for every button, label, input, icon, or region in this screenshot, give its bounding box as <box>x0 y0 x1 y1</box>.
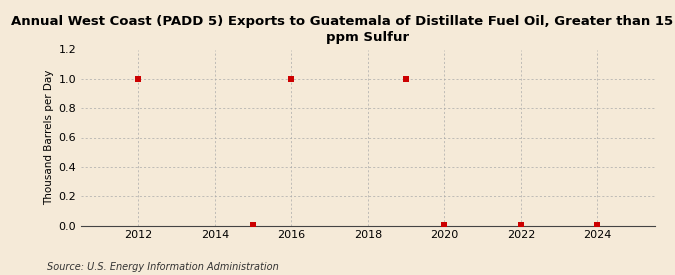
Point <box>286 77 297 81</box>
Point <box>401 77 412 81</box>
Point <box>516 223 526 227</box>
Text: Source: U.S. Energy Information Administration: Source: U.S. Energy Information Administ… <box>47 262 279 272</box>
Title: Annual West Coast (PADD 5) Exports to Guatemala of Distillate Fuel Oil, Greater : Annual West Coast (PADD 5) Exports to Gu… <box>11 15 675 44</box>
Point <box>592 223 603 227</box>
Point <box>248 223 259 227</box>
Y-axis label: Thousand Barrels per Day: Thousand Barrels per Day <box>45 70 54 205</box>
Point <box>439 223 450 227</box>
Point <box>133 77 144 81</box>
